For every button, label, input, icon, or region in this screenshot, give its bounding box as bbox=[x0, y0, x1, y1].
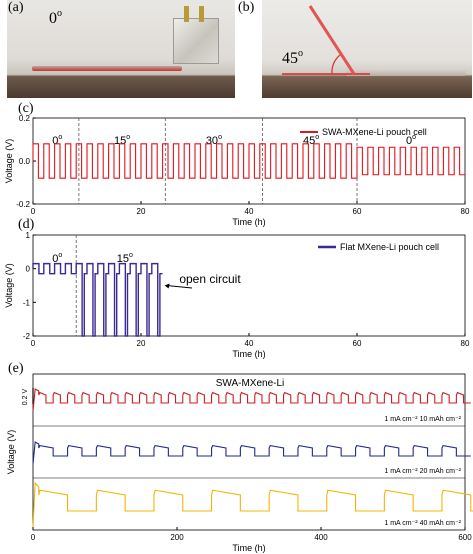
x-tick-label-c: 0 bbox=[31, 207, 36, 216]
panel-letter-e: (e) bbox=[8, 361, 24, 376]
series-line-e bbox=[32, 481, 473, 528]
legend-label-c: SWA-MXene-Li pouch cell bbox=[322, 127, 427, 137]
x-tick-label-d: 20 bbox=[137, 339, 146, 348]
x-tick-label-d: 0 bbox=[31, 339, 36, 348]
angle-label-c: 0o bbox=[52, 134, 62, 147]
x-tick-label-e: 0 bbox=[31, 533, 36, 542]
x-tick-label-d: 60 bbox=[353, 339, 362, 348]
annotation-arrow bbox=[166, 285, 193, 289]
y-tick-label-d: 0 bbox=[26, 265, 31, 274]
y-tick-label-c: -0.2 bbox=[16, 200, 30, 209]
x-tick-label-d: 80 bbox=[461, 339, 470, 348]
panel-letter-a: (a) bbox=[8, 0, 24, 15]
pouch-tab bbox=[199, 6, 204, 22]
panel-letter-d: (d) bbox=[18, 217, 35, 232]
y-axis-label-c: Voltage (V) bbox=[4, 139, 14, 184]
x-tick-label-e: 600 bbox=[458, 533, 472, 542]
flat-cell-image bbox=[32, 66, 182, 71]
series-label-e: 1 mA cm⁻² 40 mAh cm⁻² bbox=[384, 520, 461, 527]
pouch-tab bbox=[184, 6, 189, 22]
x-tick-label-e: 400 bbox=[314, 533, 328, 542]
annotation-arrowhead bbox=[164, 283, 170, 289]
series-label-e: 1 mA cm⁻² 20 mAh cm⁻² bbox=[384, 468, 461, 475]
series-line-e bbox=[32, 388, 471, 412]
y-axis-label-d: Voltage (V) bbox=[4, 263, 14, 308]
photo-panel-a: 0o bbox=[7, 0, 235, 98]
chart-title-e: SWA-MXene-Li bbox=[216, 378, 285, 389]
angle-label-c: 30o bbox=[206, 134, 222, 147]
x-tick-label-e: 200 bbox=[170, 533, 184, 542]
angle-label-c: 45o bbox=[303, 134, 319, 147]
angle-label-d: 15o bbox=[117, 252, 133, 265]
panel-letter-c: (c) bbox=[18, 101, 34, 116]
angle-label-c: 15o bbox=[114, 134, 130, 147]
legend-label-d: Flat MXene-Li pouch cell bbox=[340, 242, 439, 252]
y-tick-label-d: -2 bbox=[23, 332, 31, 341]
panel-letter-b: (b) bbox=[238, 0, 255, 15]
series-line-swa bbox=[32, 143, 465, 179]
x-tick-label-c: 20 bbox=[137, 207, 146, 216]
x-tick-label-c: 60 bbox=[353, 207, 362, 216]
bent-cell-base bbox=[346, 70, 466, 76]
series-line-e bbox=[32, 441, 471, 465]
y-tick-label-c: 0.0 bbox=[19, 157, 31, 166]
plot-frame-e bbox=[32, 373, 466, 531]
scale-bar-label-e: 0.2 V bbox=[22, 389, 29, 406]
x-axis-label-e: Time (h) bbox=[232, 543, 265, 553]
photo-panel-b: 45o bbox=[262, 0, 472, 98]
pouch-cell-image bbox=[173, 18, 219, 64]
y-tick-label-d: 1 bbox=[26, 231, 31, 240]
annotation-open-circuit: open circuit bbox=[179, 272, 241, 286]
x-tick-label-c: 80 bbox=[461, 207, 470, 216]
photo-a-angle: 0o bbox=[49, 8, 62, 27]
y-axis-label-e: Voltage (V) bbox=[6, 430, 16, 475]
angle-arc bbox=[331, 54, 341, 75]
x-tick-label-d: 40 bbox=[245, 339, 254, 348]
bent-cell-flap bbox=[308, 5, 356, 75]
angle-label-c: 0o bbox=[406, 134, 416, 147]
photo-b-angle: 45o bbox=[282, 48, 303, 67]
x-axis-label-c: Time (h) bbox=[232, 217, 265, 227]
x-tick-label-c: 40 bbox=[245, 207, 254, 216]
angle-label-d: 0o bbox=[52, 252, 62, 265]
y-tick-label-d: -1 bbox=[23, 298, 31, 307]
y-tick-label-c: 0.2 bbox=[19, 114, 31, 123]
x-axis-label-d: Time (h) bbox=[232, 349, 265, 359]
series-line-flat bbox=[32, 262, 163, 337]
series-label-e: 1 mA cm⁻² 10 mAh cm⁻² bbox=[384, 416, 461, 423]
bent-cell-drawing bbox=[282, 5, 370, 75]
